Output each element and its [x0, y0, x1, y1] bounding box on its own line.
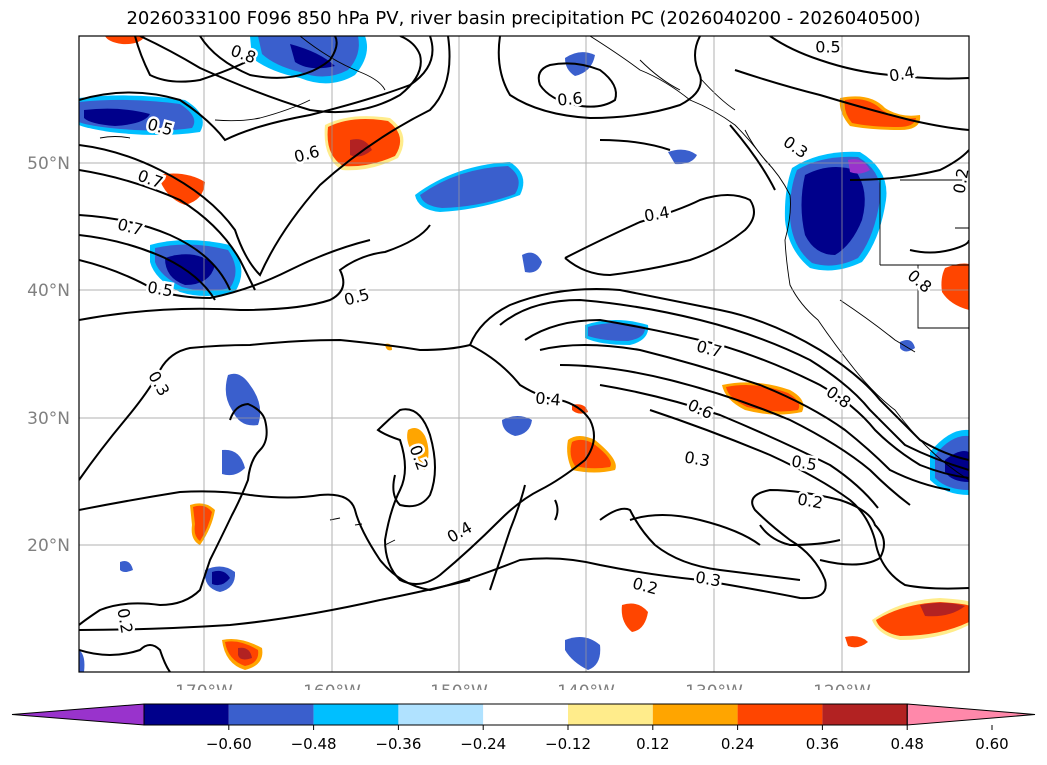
negative-precip-anomalies	[79, 36, 969, 672]
pv-label-0.4-a: 0.4	[888, 62, 916, 85]
colorbar-tick-label: −0.48	[291, 735, 337, 753]
map-axis-labels: 170°W 160°W 150°W 140°W 130°W 120°W 50°N…	[27, 154, 871, 690]
colorbar-tick-label: −0.12	[545, 735, 591, 753]
lon-label-150w: 150°W	[430, 682, 488, 690]
lat-label-20n: 20°N	[27, 536, 70, 556]
colorbar-segment	[822, 704, 908, 725]
pv-label-0.6-a: 0.6	[556, 88, 583, 109]
colorbar-segment	[568, 704, 653, 725]
lon-label-120w: 120°W	[813, 682, 871, 690]
map-background	[79, 36, 969, 672]
colorbar-tick-label: −0.24	[460, 735, 506, 753]
lat-label-50n: 50°N	[27, 154, 70, 174]
colorbar-segment	[398, 704, 484, 725]
pv-label-0.4-c: 0.4	[535, 388, 562, 409]
colorbar-extend-high	[906, 703, 1036, 726]
coastlines	[99, 36, 969, 546]
lon-label-160w: 160°W	[303, 682, 361, 690]
map-title: 2026033100 F096 850 hPa PV, river basin …	[126, 8, 921, 29]
colorbar-segment	[228, 704, 314, 725]
graticule	[79, 36, 969, 672]
lon-label-130w: 130°W	[685, 682, 743, 690]
positive-precip-anomalies	[105, 36, 969, 670]
lon-label-140w: 140°W	[557, 682, 615, 690]
colorbar-tick-label: 0.24	[721, 735, 754, 753]
lon-label-170w: 170°W	[175, 682, 233, 690]
colorbar-tick-label: −0.60	[206, 735, 252, 753]
lat-label-30n: 30°N	[27, 409, 70, 429]
colorbar-segment	[313, 704, 399, 725]
colorbar-segment	[737, 704, 823, 725]
colorbar-segment	[483, 704, 568, 725]
colorbar-segment	[652, 704, 738, 725]
colorbar-tick-label: 0.48	[890, 735, 923, 753]
colorbar-frame	[143, 703, 908, 726]
colorbar-segment	[144, 704, 229, 725]
colorbar-tick-label: 0.12	[636, 735, 669, 753]
map-frame	[78, 35, 970, 673]
colorbar-tick-label: 0.60	[975, 735, 1008, 753]
pv-label-0.5-b: 0.5	[815, 38, 840, 57]
map-plot[interactable]: 0.80.50.40.60.50.70.60.70.80.50.40.30.50…	[0, 0, 1047, 690]
colorbar-tick-label: 0.36	[806, 735, 839, 753]
colorbar-extend-low	[11, 703, 145, 726]
colorbar-tick-label: −0.36	[375, 735, 421, 753]
lat-label-40n: 40°N	[27, 281, 70, 301]
pv-contours	[79, 36, 969, 672]
